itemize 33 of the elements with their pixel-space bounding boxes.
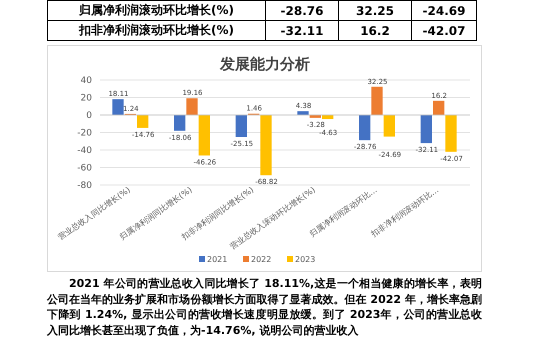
- y-tick-label: 0: [86, 111, 92, 121]
- bar: [186, 98, 198, 115]
- bar: [420, 115, 432, 144]
- bar: [260, 115, 272, 176]
- bar: [433, 100, 444, 115]
- y-tick-label: -20: [77, 128, 92, 138]
- bar: [137, 115, 148, 128]
- bar: [371, 86, 383, 115]
- text: -42.07: [412, 20, 476, 40]
- bar: [359, 115, 370, 140]
- bar: [198, 115, 210, 156]
- text: -24.69: [412, 0, 476, 20]
- y-tick-label: -80: [77, 181, 92, 191]
- text: 32.25: [338, 0, 412, 20]
- legend-label: 2022: [251, 255, 272, 264]
- legend-label: 2023: [295, 255, 316, 264]
- bar: [174, 115, 186, 131]
- chart-title: 发展能力分析: [219, 55, 310, 73]
- text: 扣非净利润滚动环比增长(%): [48, 20, 266, 40]
- y-tick-label: -40: [77, 146, 92, 156]
- text: 16.2: [338, 20, 412, 40]
- y-tick-label: -60: [77, 164, 92, 174]
- bar: [384, 115, 395, 137]
- y-tick-label: 40: [80, 76, 92, 86]
- text: -32.11: [266, 20, 338, 40]
- legend-label: 2021: [207, 255, 228, 264]
- text: 归属净利润滚动环比增长(%): [48, 0, 266, 20]
- y-tick-label: 20: [80, 94, 92, 104]
- bar: [112, 99, 124, 115]
- bar: [445, 115, 457, 152]
- text: -28.76: [266, 0, 338, 20]
- bar: [236, 115, 247, 138]
- text: 2021 年公司的营业总收入同比增长了 18.11%,这是一个相当健康的增长率，表明公司在当年的业务扩展和市场份额增长方面取得了显著成效。但在 2022 年，增长率急剧下降到 1.24%, 显示出公司的营收增长速度明显放缓。到了 2023年，公司的营业总收入同比增长甚至出现了负值，为-14.76%, 说明公司的营业收入: [47, 276, 482, 338]
